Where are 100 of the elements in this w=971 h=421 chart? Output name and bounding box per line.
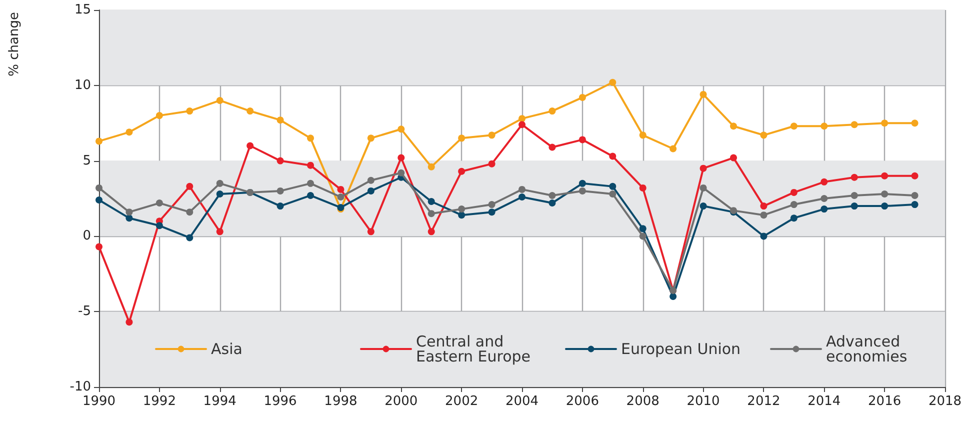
point xyxy=(307,192,314,199)
point xyxy=(881,190,888,198)
point xyxy=(670,145,677,152)
point xyxy=(790,122,798,130)
point xyxy=(216,190,224,198)
x-tick-label: 2018 xyxy=(928,394,962,409)
point xyxy=(609,78,616,86)
point xyxy=(609,190,616,198)
y-tick-label: -5 xyxy=(78,304,91,320)
point xyxy=(548,200,556,207)
x-tick-label: 2006 xyxy=(566,394,599,409)
point xyxy=(578,187,586,194)
point xyxy=(911,192,918,199)
point xyxy=(578,180,586,187)
point xyxy=(760,232,768,240)
point xyxy=(367,134,374,142)
point xyxy=(790,188,798,196)
point xyxy=(307,180,314,187)
point xyxy=(518,186,526,193)
point xyxy=(428,228,435,236)
point xyxy=(307,162,314,169)
point xyxy=(246,108,254,115)
point xyxy=(96,138,102,145)
point xyxy=(428,163,435,170)
point xyxy=(156,200,163,207)
legend-label: Advanced economies xyxy=(826,332,908,366)
point xyxy=(790,201,798,208)
point xyxy=(126,208,133,216)
point xyxy=(96,196,102,204)
point xyxy=(186,208,194,216)
point xyxy=(700,90,707,98)
point xyxy=(276,157,284,164)
point xyxy=(820,206,828,213)
legend-label: Asia xyxy=(211,340,242,358)
point xyxy=(518,193,526,200)
point xyxy=(276,187,284,194)
point xyxy=(670,293,677,300)
x-tick-label: 1998 xyxy=(324,394,358,409)
point xyxy=(518,115,526,122)
point xyxy=(639,232,646,240)
point xyxy=(276,116,284,124)
point xyxy=(96,243,102,250)
point xyxy=(307,134,314,142)
point xyxy=(548,108,556,115)
point xyxy=(488,208,496,216)
point xyxy=(398,154,405,162)
point xyxy=(186,108,194,115)
point xyxy=(156,222,163,230)
point xyxy=(276,202,284,210)
point xyxy=(367,187,374,194)
point xyxy=(639,225,646,232)
point xyxy=(488,132,496,139)
point xyxy=(820,195,828,202)
point xyxy=(760,202,768,210)
x-tick-label: 2014 xyxy=(808,394,841,409)
point xyxy=(548,144,556,151)
y-tick-label: 5 xyxy=(82,153,91,168)
legend-label: Central and Eastern Europe xyxy=(416,332,531,366)
point xyxy=(609,152,616,160)
point xyxy=(881,120,888,127)
point xyxy=(518,121,526,128)
point xyxy=(367,176,374,184)
point xyxy=(488,160,496,168)
point xyxy=(337,186,344,193)
point xyxy=(820,178,828,186)
point xyxy=(428,210,435,218)
point xyxy=(911,201,918,208)
point xyxy=(881,172,888,180)
x-tick-label: 2010 xyxy=(686,394,720,409)
x-tick-label: 2008 xyxy=(626,394,660,409)
point xyxy=(609,182,616,190)
point xyxy=(126,214,133,222)
point xyxy=(246,142,254,150)
point xyxy=(911,172,918,180)
point xyxy=(126,128,133,136)
point xyxy=(367,228,374,236)
x-tick-label: 1996 xyxy=(264,394,297,409)
x-tick-label: 2012 xyxy=(747,394,780,409)
point xyxy=(578,136,586,144)
point xyxy=(488,201,496,208)
point xyxy=(730,154,737,162)
point xyxy=(398,126,405,133)
point xyxy=(911,120,918,127)
point xyxy=(398,169,405,176)
point xyxy=(186,234,194,242)
point xyxy=(850,174,858,181)
point xyxy=(700,164,707,172)
point xyxy=(96,184,102,192)
point xyxy=(458,168,466,175)
y-tick-label: 15 xyxy=(74,2,91,18)
point xyxy=(700,184,707,192)
y-axis-title: % change xyxy=(7,12,22,76)
point xyxy=(337,193,344,200)
point xyxy=(881,202,888,210)
point xyxy=(850,202,858,210)
point xyxy=(458,212,466,219)
point xyxy=(820,122,828,130)
point xyxy=(790,214,798,222)
point xyxy=(639,184,646,192)
point xyxy=(156,112,163,120)
